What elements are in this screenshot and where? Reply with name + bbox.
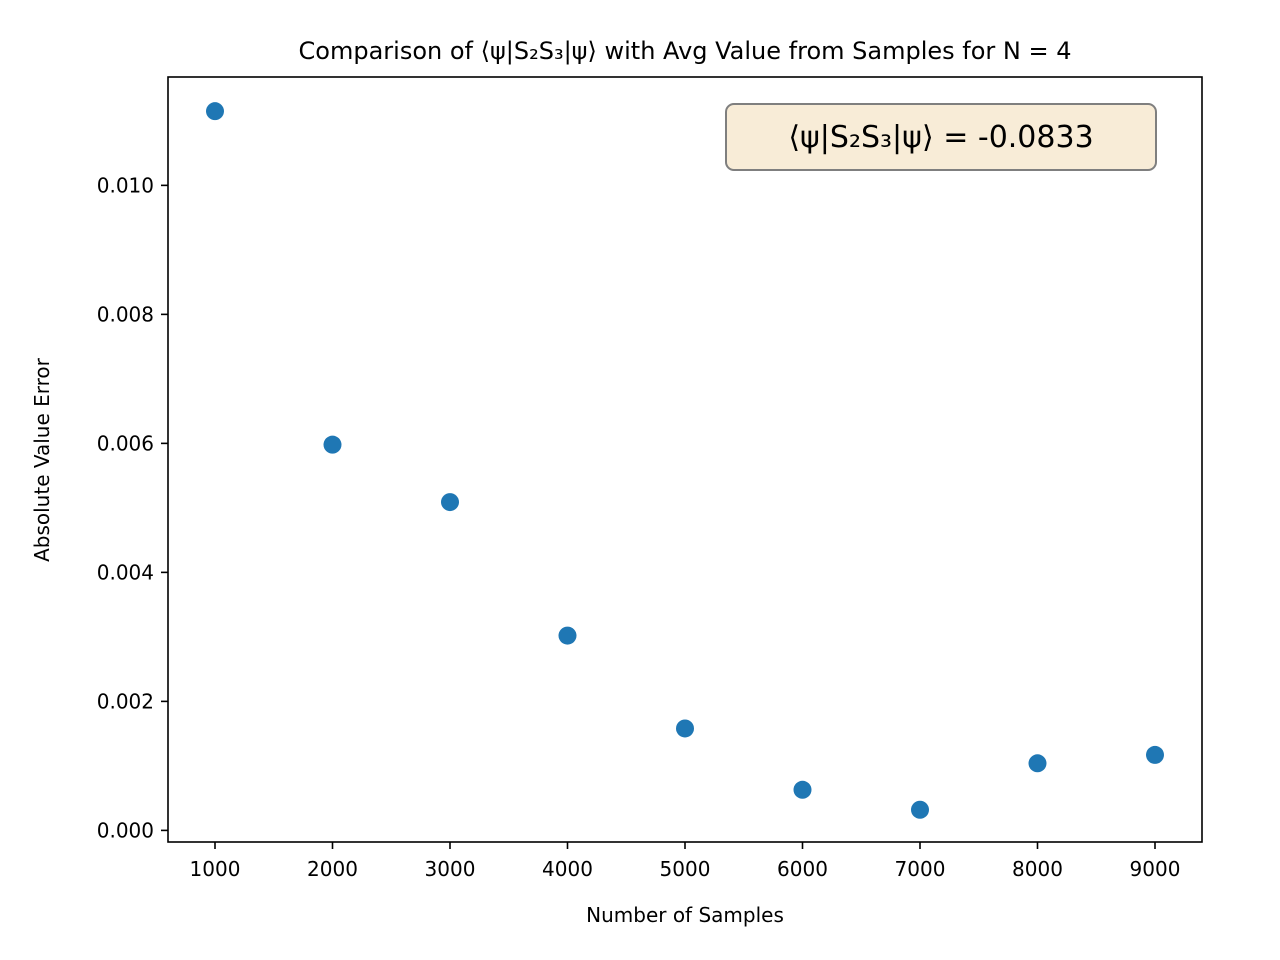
- data-point: [911, 800, 929, 819]
- annotation-box: ⟨ψ|S₂S₃|ψ⟩ = -0.0833: [725, 103, 1157, 171]
- x-tick-label: 3000: [425, 857, 476, 881]
- chart-title: Comparison of ⟨ψ|S₂S₃|ψ⟩ with Avg Value …: [299, 37, 1072, 65]
- data-point: [441, 493, 459, 512]
- annotation-background: [725, 103, 1157, 171]
- y-tick-label: 0.000: [97, 818, 154, 842]
- data-point: [323, 435, 342, 454]
- data-point: [206, 102, 224, 121]
- y-tick-label: 0.006: [97, 431, 154, 455]
- x-tick-label: 8000: [1012, 857, 1063, 881]
- x-tick-label: 5000: [660, 857, 711, 881]
- x-tick-label: 2000: [307, 857, 358, 881]
- y-tick-label: 0.010: [97, 173, 154, 197]
- x-tick-label: 6000: [777, 857, 828, 881]
- x-tick-label: 7000: [895, 857, 946, 881]
- y-axis: 0.000 0.002 0.004 0.006 0.008 0.010: [97, 173, 168, 842]
- y-tick-label: 0.008: [97, 302, 154, 326]
- x-axis-label: Number of Samples: [586, 903, 784, 927]
- data-points: [206, 102, 1164, 819]
- data-point: [676, 719, 694, 738]
- annotation-text: ⟨ψ|S₂S₃|ψ⟩ = -0.0833: [788, 120, 1093, 155]
- x-tick-label: 4000: [542, 857, 593, 881]
- x-axis: 1000 2000 3000 4000 5000 6000 7000 8000 9000: [190, 842, 1181, 881]
- data-point: [793, 780, 812, 799]
- x-tick-label: 1000: [190, 857, 241, 881]
- y-axis-label: Absolute Value Error: [30, 357, 54, 562]
- y-tick-label: 0.002: [97, 689, 154, 713]
- x-tick-label: 9000: [1130, 857, 1181, 881]
- y-tick-label: 0.004: [97, 560, 154, 584]
- data-point: [1146, 745, 1164, 764]
- data-point: [1028, 754, 1047, 773]
- data-point: [558, 626, 577, 645]
